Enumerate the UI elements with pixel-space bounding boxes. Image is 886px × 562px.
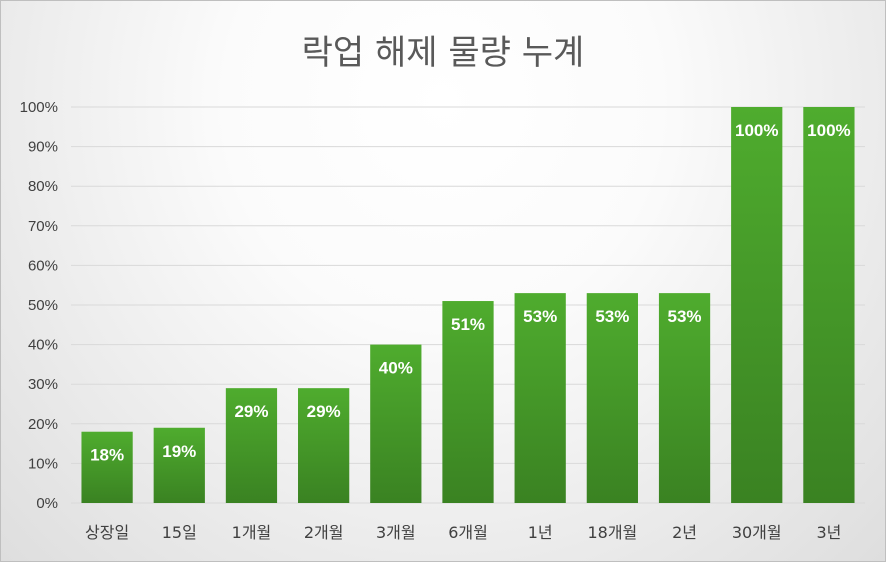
chart-title: 락업 해제 물량 누계 (302, 33, 585, 73)
bar (81, 431, 133, 503)
bar (298, 388, 350, 503)
x-tick-label: 18개월 (587, 523, 637, 542)
data-label: 29% (307, 402, 341, 421)
bar (803, 107, 855, 503)
bar (514, 293, 566, 503)
x-tick-label: 1년 (528, 523, 553, 542)
bar (658, 293, 711, 503)
y-tick-label: 10% (28, 455, 58, 472)
y-tick-label: 40% (28, 337, 58, 354)
data-label: 19% (162, 442, 196, 461)
y-tick-label: 50% (28, 297, 58, 314)
y-tick-label: 70% (28, 218, 58, 235)
y-tick-label: 100% (20, 99, 58, 116)
x-tick-label: 1개월 (232, 523, 272, 542)
data-label: 18% (90, 446, 124, 465)
x-tick-label: 3개월 (376, 523, 416, 542)
y-tick-label: 60% (28, 257, 58, 274)
x-tick-label: 상장일 (85, 523, 129, 542)
x-tick-label: 3년 (816, 523, 841, 542)
y-tick-label: 0% (36, 495, 58, 512)
y-tick-label: 20% (28, 416, 58, 433)
bar (153, 427, 205, 503)
x-tick-label: 6개월 (448, 523, 488, 542)
bar (225, 388, 278, 503)
data-label: 53% (595, 307, 629, 326)
y-tick-label: 80% (28, 178, 58, 195)
y-tick-label: 30% (28, 376, 58, 393)
bars (81, 107, 855, 503)
data-label: 40% (379, 359, 413, 378)
x-tick-label: 15일 (162, 523, 197, 542)
data-label: 29% (234, 402, 268, 421)
bar (442, 301, 494, 503)
bar (370, 344, 422, 503)
bar (731, 107, 783, 503)
x-axis: 상장일 15일 1개월 2개월 3개월 6개월 1년 18개월 2년 30개월 3년 (85, 523, 841, 542)
x-tick-label: 30개월 (732, 523, 782, 542)
data-label: 51% (451, 315, 485, 334)
x-tick-label: 2년 (672, 523, 697, 542)
y-tick-label: 90% (28, 139, 58, 156)
y-axis: 0% 10% 20% 30% 40% 50% 60% 70% 80% 90% 100% (20, 99, 58, 512)
data-label: 53% (668, 307, 702, 326)
bar (586, 293, 638, 503)
data-label: 100% (735, 121, 778, 140)
x-tick-label: 2개월 (304, 523, 344, 542)
data-label: 53% (523, 307, 557, 326)
data-labels: 18% 19% 29% 29% 40% 51% 53% 53% 53% 100% 100% (90, 121, 851, 465)
data-label: 100% (807, 121, 850, 140)
